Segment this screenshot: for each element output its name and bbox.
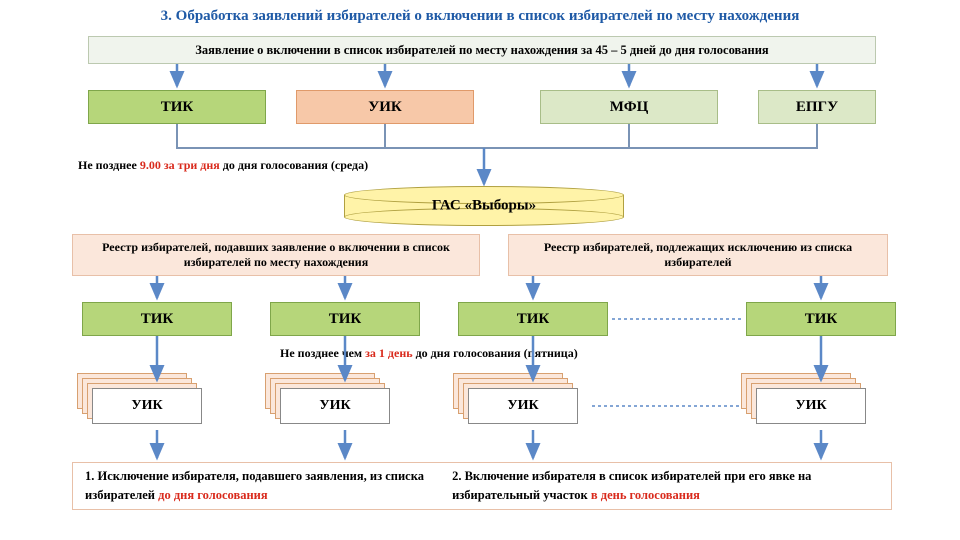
- tik-label-2a: ТИК: [141, 311, 174, 328]
- uik-stack-1: УИК: [92, 388, 202, 424]
- note1-red: 9.00 за три дня: [140, 158, 220, 172]
- deadline-note-2: Не позднее чем за 1 день до дня голосова…: [280, 346, 578, 361]
- uik-box-1: УИК: [296, 90, 474, 124]
- tik-box-2d: ТИК: [746, 302, 896, 336]
- final-line-2: 2. Включение избирателя в список избират…: [452, 467, 879, 505]
- topbar-text: Заявление о включении в список избирател…: [195, 43, 768, 58]
- final-box: 1. Исключение избирателя, подавшего заяв…: [72, 462, 892, 510]
- final1-red: до дня голосования: [158, 488, 267, 502]
- final2-red: в день голосования: [591, 488, 700, 502]
- uik-stack-front: УИК: [756, 388, 866, 424]
- epgu-box: ЕПГУ: [758, 90, 876, 124]
- cylinder-label: ГАС «Выборы»: [344, 198, 624, 215]
- mfc-label: МФЦ: [610, 99, 649, 116]
- uik-stack-2: УИК: [280, 388, 390, 424]
- note2-red: за 1 день: [365, 346, 412, 360]
- tik-label-2b: ТИК: [329, 311, 362, 328]
- gas-vybory-cylinder: ГАС «Выборы»: [344, 186, 624, 226]
- tik-label-2c: ТИК: [517, 311, 550, 328]
- registry-left: Реестр избирателей, подавших заявление о…: [72, 234, 480, 276]
- uik-stack-front: УИК: [280, 388, 390, 424]
- registry-right-text: Реестр избирателей, подлежащих исключени…: [515, 240, 881, 270]
- mfc-box: МФЦ: [540, 90, 718, 124]
- deadline-note-1: Не позднее 9.00 за три дня до дня голосо…: [78, 158, 368, 173]
- tik-box-1: ТИК: [88, 90, 266, 124]
- uik-label: УИК: [368, 99, 402, 116]
- tik-box-2c: ТИК: [458, 302, 608, 336]
- registry-right: Реестр избирателей, подлежащих исключени…: [508, 234, 888, 276]
- uik-stack-front: УИК: [468, 388, 578, 424]
- note2-post: до дня голосования (пятница): [413, 346, 578, 360]
- uik-stack-4: УИК: [756, 388, 866, 424]
- topbar-box: Заявление о включении в список избирател…: [88, 36, 876, 64]
- diagram-title: 3. Обработка заявлений избирателей о вкл…: [0, 0, 960, 29]
- uik-stack-3: УИК: [468, 388, 578, 424]
- registry-left-text: Реестр избирателей, подавших заявление о…: [79, 240, 473, 270]
- epgu-label: ЕПГУ: [796, 99, 838, 116]
- note2-pre: Не позднее чем: [280, 346, 365, 360]
- final-line-1: 1. Исключение избирателя, подавшего заяв…: [85, 467, 452, 505]
- tik-box-2a: ТИК: [82, 302, 232, 336]
- tik-box-2b: ТИК: [270, 302, 420, 336]
- uik-stack-front: УИК: [92, 388, 202, 424]
- tik-label: ТИК: [161, 99, 194, 116]
- tik-label-2d: ТИК: [805, 311, 838, 328]
- note1-post: до дня голосования (среда): [220, 158, 368, 172]
- note1-pre: Не позднее: [78, 158, 140, 172]
